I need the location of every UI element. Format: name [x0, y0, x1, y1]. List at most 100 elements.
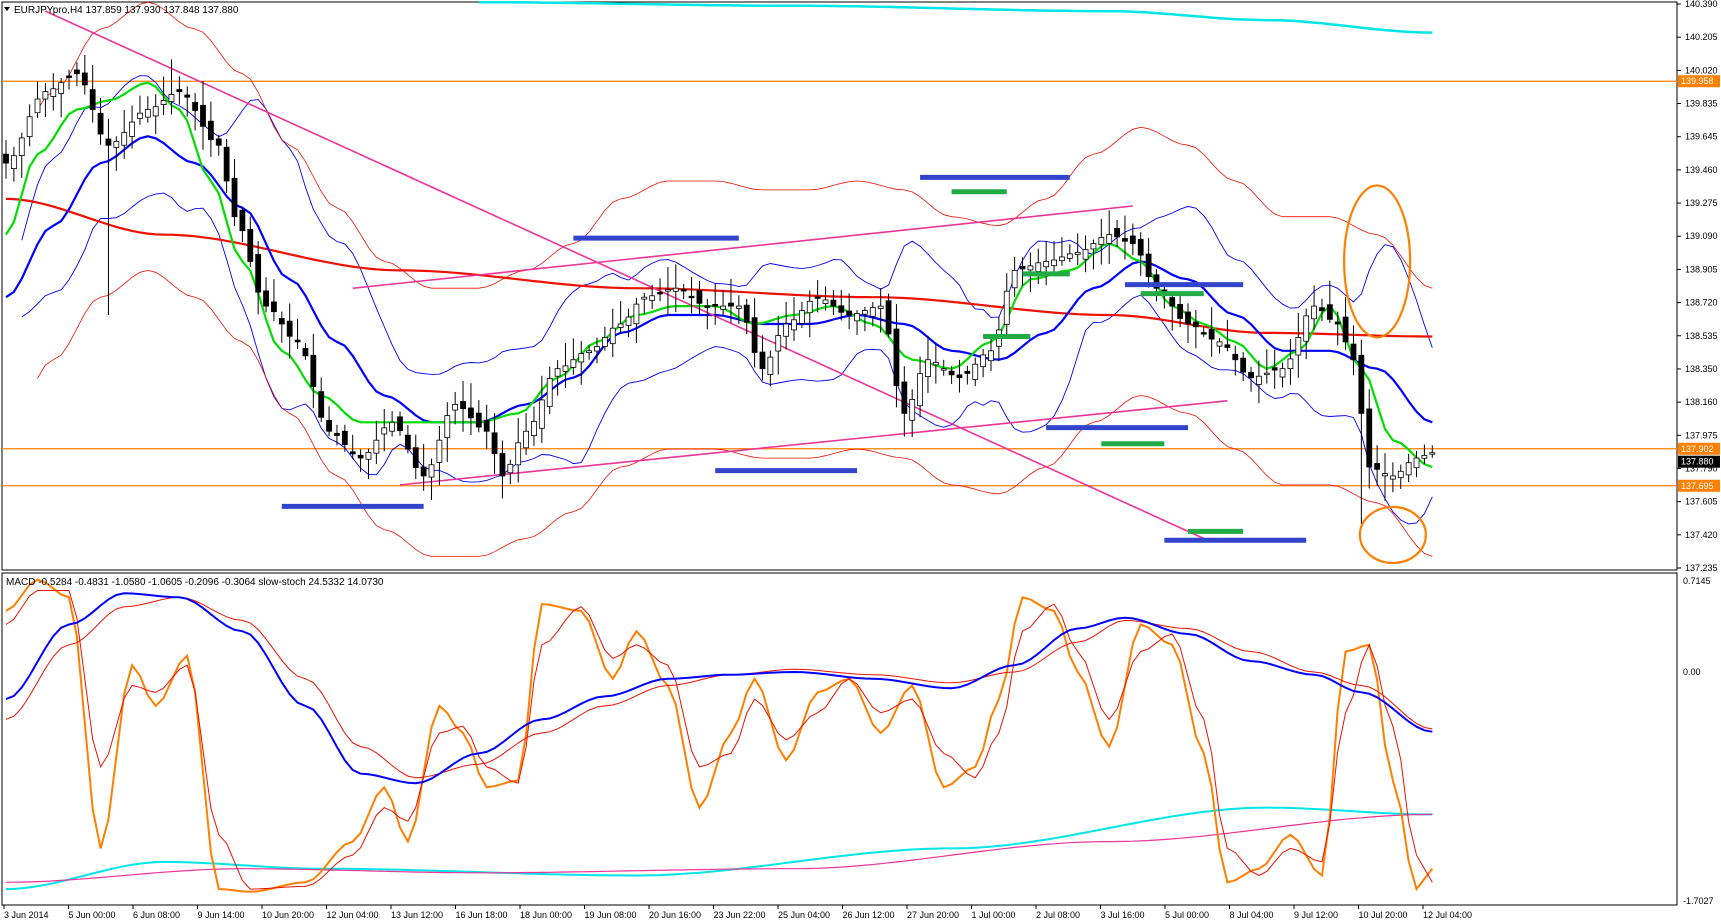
candle-body: [144, 109, 151, 118]
candle-body: [184, 94, 191, 98]
horizontal-levels: [2, 80, 1677, 487]
candle-body: [1224, 344, 1231, 348]
candle-body: [609, 327, 616, 345]
candle-body: [1263, 372, 1270, 376]
candle-body: [468, 407, 474, 419]
price-tick-label: 139.645: [1685, 132, 1718, 142]
candle-body: [1106, 234, 1113, 244]
candle-body: [491, 432, 498, 454]
candle-body: [1043, 261, 1050, 268]
time-tick-label: 25 Jun 04:00: [778, 910, 830, 920]
candle-body: [1366, 408, 1373, 468]
time-tick-label: 1 Jul 00:00: [972, 910, 1016, 920]
candle-body: [192, 102, 199, 111]
bollinger-upper-band: [21, 75, 1433, 375]
candle-body: [326, 420, 332, 432]
candle-body: [822, 299, 829, 304]
indicator-header: MACD -0.5284 -0.4831 -1.0580 -1.0605 -0.…: [6, 577, 384, 588]
candle-body: [854, 313, 860, 322]
envelope-upper-band: [37, 1, 1433, 289]
stoch-ma-magenta-line: [5, 813, 1433, 883]
candle-body: [798, 310, 805, 324]
stoch-signal-line: [5, 590, 1433, 890]
time-tick-label: 5 Jun 00:00: [69, 910, 116, 920]
candle-body: [1051, 259, 1057, 267]
candle-body: [665, 289, 671, 292]
time-tick-label: 23 Jun 22:00: [714, 910, 766, 920]
candle-body: [806, 300, 813, 314]
price-tick-label: 137.790: [1685, 463, 1718, 473]
header-dropdown-icon[interactable]: [4, 7, 10, 11]
trendline-channel-top: [352, 205, 1133, 290]
candle-body: [1303, 315, 1310, 342]
candle-body: [357, 454, 364, 459]
candle-body: [215, 138, 222, 146]
candle-body: [1074, 252, 1081, 255]
candle-body: [428, 464, 435, 478]
candle-body: [688, 295, 695, 299]
candle-body: [1003, 290, 1010, 325]
highlight-circle-lower: [1358, 505, 1427, 565]
candle-body: [1319, 307, 1325, 312]
time-tick-label: 9 Jun 14:00: [198, 910, 245, 920]
candle-body: [1326, 304, 1333, 320]
candle-body: [231, 177, 238, 218]
candle-body: [1011, 269, 1018, 289]
candle-body: [893, 328, 900, 386]
candle-body: [436, 439, 443, 463]
candle-body: [10, 155, 17, 169]
candle-body: [152, 106, 159, 117]
candle-body: [751, 317, 758, 353]
bollinger-lower-band: [21, 192, 1433, 525]
candle-body: [1114, 228, 1120, 238]
candle-body: [956, 374, 963, 379]
candle-body: [460, 401, 466, 410]
candle-body: [247, 229, 254, 262]
candle-body: [412, 447, 419, 468]
price-tick-label: 138.720: [1685, 298, 1718, 308]
candle-body: [1192, 321, 1199, 328]
candle-body: [704, 305, 711, 308]
candle-body: [633, 303, 640, 325]
candle-body: [909, 399, 916, 421]
price-tag-label: 137.902: [1681, 444, 1714, 454]
time-tick-label: 5 Jul 00:00: [1165, 910, 1209, 920]
candle-body: [759, 351, 766, 370]
candle-body: [680, 289, 687, 292]
candle-body: [263, 290, 269, 307]
candle-body: [3, 153, 9, 164]
candle-body: [1153, 274, 1160, 289]
candle-body: [207, 120, 214, 141]
candle-body: [1279, 368, 1286, 378]
candle-body: [483, 419, 490, 432]
price-tick-label: 137.235: [1685, 563, 1718, 573]
candle-body: [523, 430, 529, 449]
stoch-ma-cyan-line: [5, 806, 1433, 891]
candle-body: [1334, 321, 1341, 325]
candle-body: [397, 416, 403, 432]
candle-body: [1397, 470, 1404, 479]
candle-body: [1059, 256, 1065, 262]
time-tick-label: 27 Jun 20:00: [907, 910, 959, 920]
candle-body: [1019, 265, 1026, 270]
candle-body: [625, 316, 632, 326]
time-tick-label: 26 Jun 12:00: [843, 910, 895, 920]
candle-body: [948, 370, 955, 376]
candle-body: [531, 421, 537, 436]
candle-body: [767, 356, 774, 375]
trendline-down: [45, 10, 1205, 540]
candle-body: [239, 209, 246, 232]
candle-body: [365, 452, 372, 460]
candle-body: [444, 415, 451, 439]
candle-body: [176, 89, 183, 92]
candle-body: [278, 318, 285, 325]
candle-body: [885, 300, 892, 335]
candle-body: [869, 307, 876, 317]
candle-body: [1208, 329, 1215, 340]
time-tick-label: 9 Jul 12:00: [1294, 910, 1338, 920]
indicator-panel-frame: [1, 572, 1678, 906]
candle-body: [452, 404, 459, 411]
candle-body: [475, 412, 482, 428]
time-tick-label: 12 Jun 04:00: [327, 910, 379, 920]
price-tick-label: 139.275: [1685, 198, 1718, 208]
